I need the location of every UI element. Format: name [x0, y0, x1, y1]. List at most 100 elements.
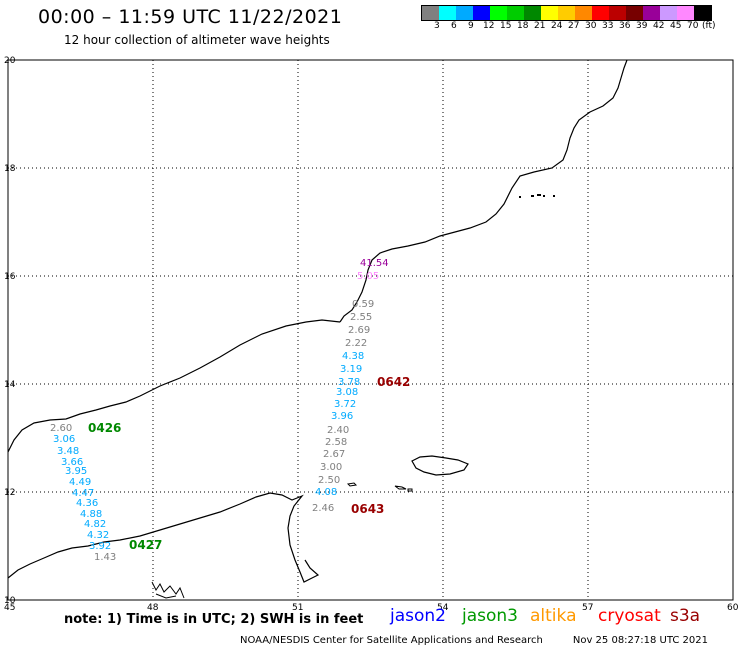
legend-label: 12 [483, 21, 495, 31]
legend-label: 70 [687, 21, 699, 31]
pass-times: 0642 0643 0426 0427 [88, 375, 410, 552]
lon-tick: 51 [292, 603, 303, 613]
lat-tick: 16 [4, 272, 16, 282]
swh-reading: 3.48 [57, 446, 79, 457]
satellite-jason2: jason2 [390, 606, 446, 626]
legend-label: 6 [451, 21, 457, 31]
legend-label: 39 [636, 21, 648, 31]
lon-tick: 57 [582, 603, 593, 613]
credit-text: NOAA/NESDIS Center for Satellite Applica… [240, 635, 543, 646]
swh-reading: 3.96 [331, 411, 353, 422]
swh-reading: 3.19 [340, 364, 362, 375]
legend-label: 36 [619, 21, 631, 31]
swh-reading: 4.36 [76, 498, 98, 509]
legend-swatch [507, 6, 524, 20]
swh-reading: 3.00 [320, 462, 342, 473]
swh-reading: 3.95 [65, 466, 87, 477]
pass-time-label: 0426 [88, 421, 121, 435]
legend-label: 18 [517, 21, 529, 31]
lat-axis-labels: 10 12 14 16 18 20 [4, 56, 16, 606]
inset-mark [151, 581, 185, 599]
swh-reading: 4.88 [80, 509, 102, 520]
lat-tick: 18 [4, 164, 16, 174]
swh-reading: 3.06 [53, 434, 75, 445]
credit-line: NOAA/NESDIS Center for Satellite Applica… [240, 635, 708, 646]
island-socotra [411, 455, 469, 476]
swh-reading: 41.54 [360, 258, 389, 269]
satellite-altika: altika [530, 606, 577, 626]
swh-reading: 3.66 [61, 457, 83, 468]
legend-swatch [473, 6, 490, 20]
map-frame [7, 59, 734, 601]
swh-reading: 2.22 [345, 338, 367, 349]
pass-time-label: 0427 [129, 538, 162, 552]
legend-label: 33 [602, 21, 614, 31]
page-title: 00:00 – 11:59 UTC 11/22/2021 [38, 6, 343, 28]
color-legend-labels: 3 6 9 12 15 18 21 24 27 30 33 36 39 42 45 70 (ft) [421, 21, 740, 33]
legend-label: 3 [434, 21, 440, 31]
map-grid [8, 60, 733, 600]
swh-reading: 3.72 [334, 399, 356, 410]
legend-label: (ft) [702, 21, 716, 31]
legend-label: 27 [568, 21, 580, 31]
lon-tick: 54 [437, 603, 449, 613]
legend-swatch [609, 6, 626, 20]
swh-reading: 4.32 [87, 530, 109, 541]
swh-reading: 2.50 [318, 475, 340, 486]
swh-reading: 3.78 [338, 377, 360, 388]
pass-time-label: 0643 [351, 502, 384, 516]
swh-reading: 2.55 [350, 312, 372, 323]
satellite-cryosat: cryosat [598, 606, 661, 626]
legend-swatch [558, 6, 575, 20]
legend-swatch [575, 6, 592, 20]
coastline-arabia [339, 59, 628, 323]
swh-reading: 2.58 [325, 437, 347, 448]
timestamp: Nov 25 08:27:18 UTC 2021 [572, 635, 709, 646]
legend-label: 15 [500, 21, 512, 31]
lat-tick: 12 [4, 488, 15, 498]
legend-swatch [524, 6, 541, 20]
satellite-jason3: jason3 [462, 606, 518, 626]
lon-tick: 48 [147, 603, 159, 613]
legend-label: 24 [551, 21, 563, 31]
swh-reading: 2.40 [327, 425, 349, 436]
legend-swatch [490, 6, 507, 20]
swh-reading: 2.69 [348, 325, 370, 336]
lon-tick: 45 [4, 603, 15, 613]
legend-label: 30 [585, 21, 597, 31]
legend-label: 42 [653, 21, 665, 31]
swh-reading: 0.59 [352, 299, 374, 310]
swh-reading: 4.82 [84, 519, 106, 530]
swh-reading: 2.67 [323, 449, 345, 460]
legend-swatch [456, 6, 473, 20]
legend-swatch [541, 6, 558, 20]
legend-label: 45 [670, 21, 682, 31]
coastline-somalia [7, 319, 341, 453]
page-subtitle: 12 hour collection of altimeter wave hei… [64, 33, 330, 47]
swh-reading: 5.05 [357, 271, 379, 282]
island-abd-al-kuri [394, 485, 407, 490]
swh-reading: 2.46 [312, 503, 334, 514]
legend-swatch [422, 6, 439, 20]
swh-reading: 4.49 [69, 477, 91, 488]
swh-reading: 4.38 [342, 351, 364, 362]
islands-kuria-muria [519, 194, 555, 198]
legend-swatch [626, 6, 643, 20]
lat-tick: 10 [4, 596, 16, 606]
legend-swatch [694, 6, 711, 20]
coastline-gulf-south [7, 492, 320, 583]
swh-reading: 4.47 [72, 488, 94, 499]
swh-reading: 4.08 [315, 487, 337, 498]
legend-swatch [643, 6, 660, 20]
lat-tick: 20 [4, 56, 16, 66]
legend-swatch [592, 6, 609, 20]
legend-label: 21 [534, 21, 546, 31]
swh-reading: 3.92 [89, 541, 111, 552]
island-small [346, 482, 358, 487]
legend-swatch [660, 6, 677, 20]
lon-tick: 60 [727, 603, 739, 613]
legend-label: 9 [468, 21, 474, 31]
lat-tick: 14 [4, 380, 16, 390]
swh-readings: 41.54 5.05 0.59 2.55 2.69 2.22 4.38 3.19 3.78 3.0… [50, 258, 389, 563]
